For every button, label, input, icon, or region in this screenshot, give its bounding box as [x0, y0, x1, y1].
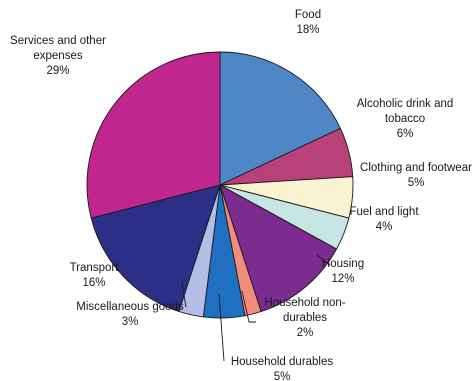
- slice-category-label: Food: [295, 9, 321, 21]
- slice-value-label: 12%: [331, 273, 354, 285]
- slice-label-housing: Housing 12%: [322, 258, 364, 285]
- slice-value-label: 29%: [46, 65, 69, 77]
- slice-value-label: 3%: [122, 316, 139, 328]
- slice-value-label: 16%: [82, 277, 105, 289]
- pie-slice-services-and-other-expenses: [86, 51, 221, 219]
- slice-category-label: tobacco: [385, 113, 425, 125]
- slice-label-miscellaneous-goods: Miscellaneous goods 3%: [76, 301, 184, 328]
- slice-value-label: 5%: [408, 177, 425, 189]
- slice-labels: Food 18% Alcoholic drink and tobacco 6% Cloth…: [10, 9, 472, 381]
- slice-category-label: Services and other: [10, 35, 106, 47]
- slice-label-household-durables: Household durables 5%: [231, 356, 334, 381]
- leader-line-household-durables: [218, 293, 225, 362]
- slice-value-label: 6%: [397, 128, 414, 140]
- slice-value-label: 2%: [297, 327, 314, 339]
- slice-category-label: Household durables: [231, 356, 334, 368]
- pie-slice-transport: [90, 184, 221, 313]
- slice-label-transport: Transport 16%: [70, 262, 120, 289]
- slice-label-fuel-and-light: Fuel and light 4%: [349, 206, 419, 233]
- slice-label-household-non-durables: Household non-durables 2%: [264, 297, 345, 339]
- slice-label-food: Food 18%: [295, 9, 321, 36]
- pie-slices: [86, 51, 354, 319]
- leader-line-miscellaneous-goods: [181, 282, 187, 308]
- slice-label-clothing-and-footwear: Clothing and footwear 5%: [360, 162, 472, 189]
- pie-slice-housing: [219, 184, 338, 313]
- slice-value-label: 4%: [376, 221, 393, 233]
- slice-category-label: Household non-: [264, 297, 345, 309]
- slice-label-services-and-other-expenses: Services and other expenses 29%: [10, 35, 106, 77]
- slice-category-label: Housing: [322, 258, 364, 270]
- leader-line-housing: [316, 254, 331, 266]
- slice-category-label: durables: [283, 312, 327, 324]
- slice-value-label: 18%: [296, 24, 319, 36]
- leader-lines: [181, 254, 331, 362]
- pie-slice-food: [219, 51, 341, 186]
- slice-category-label: Miscellaneous goods: [76, 301, 184, 313]
- slice-category-label: Transport: [70, 262, 120, 274]
- slice-category-label: expenses: [33, 50, 82, 62]
- slice-label-alcoholic-drink-and-tobacco: Alcoholic drink and tobacco 6%: [357, 98, 454, 140]
- slice-category-label: Fuel and light: [349, 206, 419, 218]
- slice-value-label: 5%: [274, 371, 291, 381]
- slice-category-label: Alcoholic drink and: [357, 98, 454, 110]
- slice-category-label: Clothing and footwear: [360, 162, 472, 174]
- leader-line-household-non-durables: [241, 290, 256, 323]
